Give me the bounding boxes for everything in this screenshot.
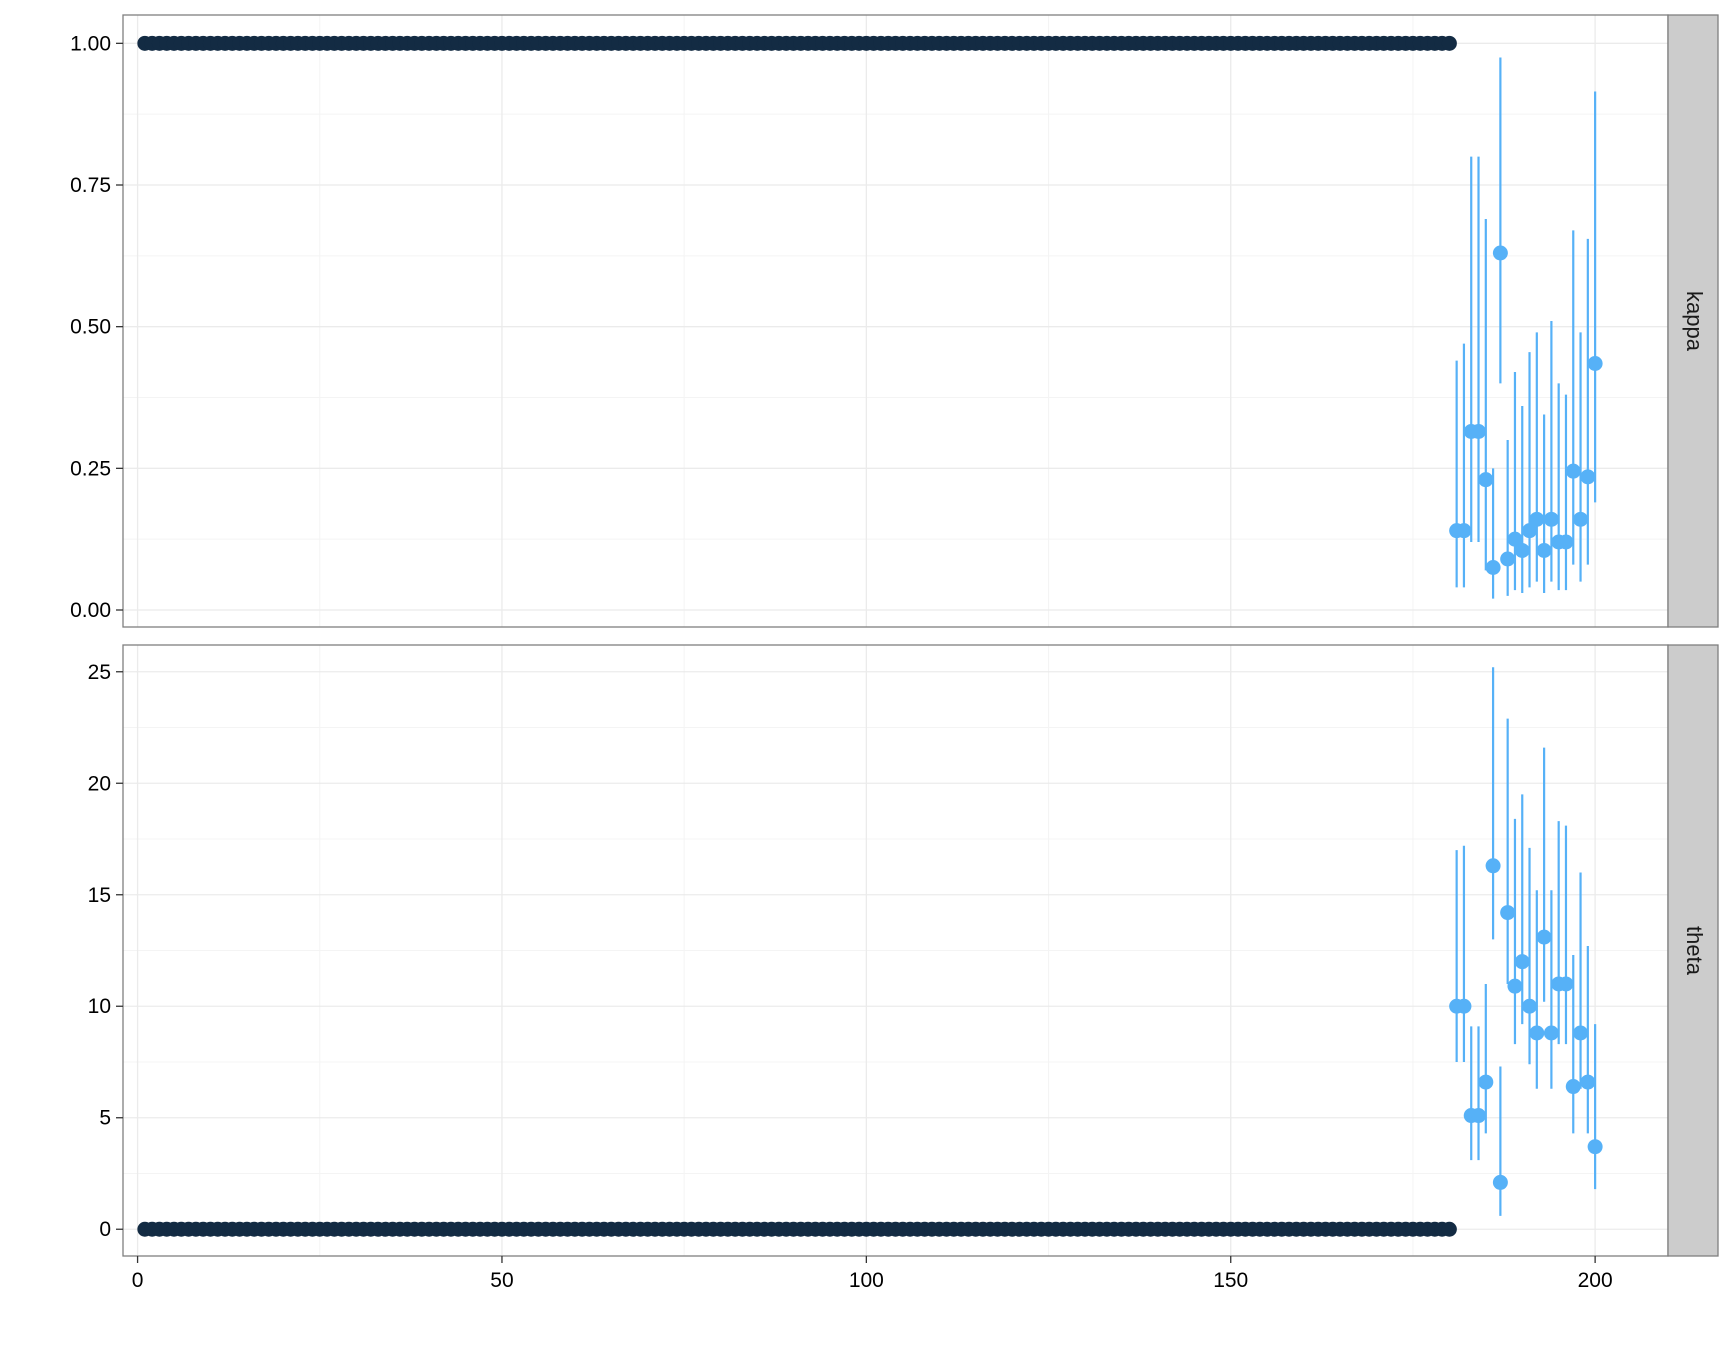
panel-kappa: 0.00 0.25 0.50 0.75 1.00 kappa [70, 14, 1719, 628]
data-point-estimated [1456, 998, 1472, 1014]
y-tick-label: 1.00 [70, 32, 111, 55]
data-point-estimated [1580, 1074, 1596, 1090]
data-point-estimated [1529, 511, 1545, 527]
y-tick-label: 25 [88, 661, 111, 684]
data-point-estimated [1500, 905, 1516, 921]
data-point-estimated [1514, 954, 1530, 970]
data-point-estimated [1536, 929, 1552, 945]
data-point-estimated [1522, 998, 1538, 1014]
estimated-series [1449, 57, 1603, 599]
y-tick-label: 15 [88, 884, 111, 907]
x-tick-label: 0 [132, 1269, 144, 1292]
data-point-estimated [1587, 356, 1603, 371]
data-point-estimated [1478, 1074, 1494, 1090]
data-point-estimated [1565, 1079, 1581, 1095]
y-tick-label: 0.50 [70, 316, 111, 339]
fixed-series [137, 1221, 1457, 1237]
data-point-estimated [1529, 1025, 1545, 1041]
data-point-estimated [1522, 523, 1538, 539]
data-point-fixed [1441, 35, 1457, 51]
facet-strip [1667, 14, 1719, 628]
data-point-estimated [1478, 472, 1494, 488]
y-tick-label: 0 [99, 1218, 111, 1241]
data-point-estimated [1543, 511, 1559, 527]
facet-strip-label: theta [1682, 926, 1707, 976]
panel-theta: 0 5 10 15 20 25 theta 0 50 100 150 200 [88, 644, 1719, 1292]
data-point-estimated [1580, 469, 1596, 485]
data-point-estimated [1492, 1174, 1508, 1190]
data-point-estimated [1492, 245, 1508, 261]
data-point-estimated [1573, 511, 1589, 527]
data-point-estimated [1485, 560, 1501, 575]
facet-strip [1667, 644, 1719, 1257]
data-point-fixed [1441, 1221, 1457, 1237]
estimated-series [1449, 667, 1603, 1216]
data-point-estimated [1471, 1108, 1487, 1124]
y-tick-label: 5 [99, 1107, 111, 1130]
x-tick-label: 150 [1213, 1269, 1248, 1292]
data-point-estimated [1507, 531, 1523, 547]
y-tick-label: 0.00 [70, 599, 111, 622]
x-tick-label: 50 [490, 1269, 513, 1292]
y-tick-label: 0.75 [70, 174, 111, 197]
data-point-estimated [1543, 1025, 1559, 1041]
y-tick-label: 10 [88, 995, 111, 1018]
y-tick-label: 20 [88, 772, 111, 795]
x-tick-label: 100 [849, 1269, 884, 1292]
data-point-estimated [1565, 463, 1581, 479]
panel-background [123, 15, 1668, 627]
fixed-series [137, 35, 1457, 51]
data-point-estimated [1536, 543, 1552, 558]
x-tick-label: 200 [1578, 1269, 1613, 1292]
data-point-estimated [1514, 543, 1530, 558]
data-point-estimated [1558, 534, 1574, 550]
data-point-estimated [1471, 424, 1487, 439]
data-point-estimated [1485, 858, 1501, 874]
data-point-estimated [1558, 976, 1574, 992]
facet-strip-label: kappa [1682, 291, 1707, 352]
data-point-estimated [1573, 1025, 1589, 1041]
data-point-estimated [1500, 551, 1516, 567]
data-point-estimated [1587, 1139, 1603, 1155]
data-point-estimated [1507, 978, 1523, 994]
data-point-estimated [1456, 523, 1472, 539]
y-tick-label: 0.25 [70, 457, 111, 480]
